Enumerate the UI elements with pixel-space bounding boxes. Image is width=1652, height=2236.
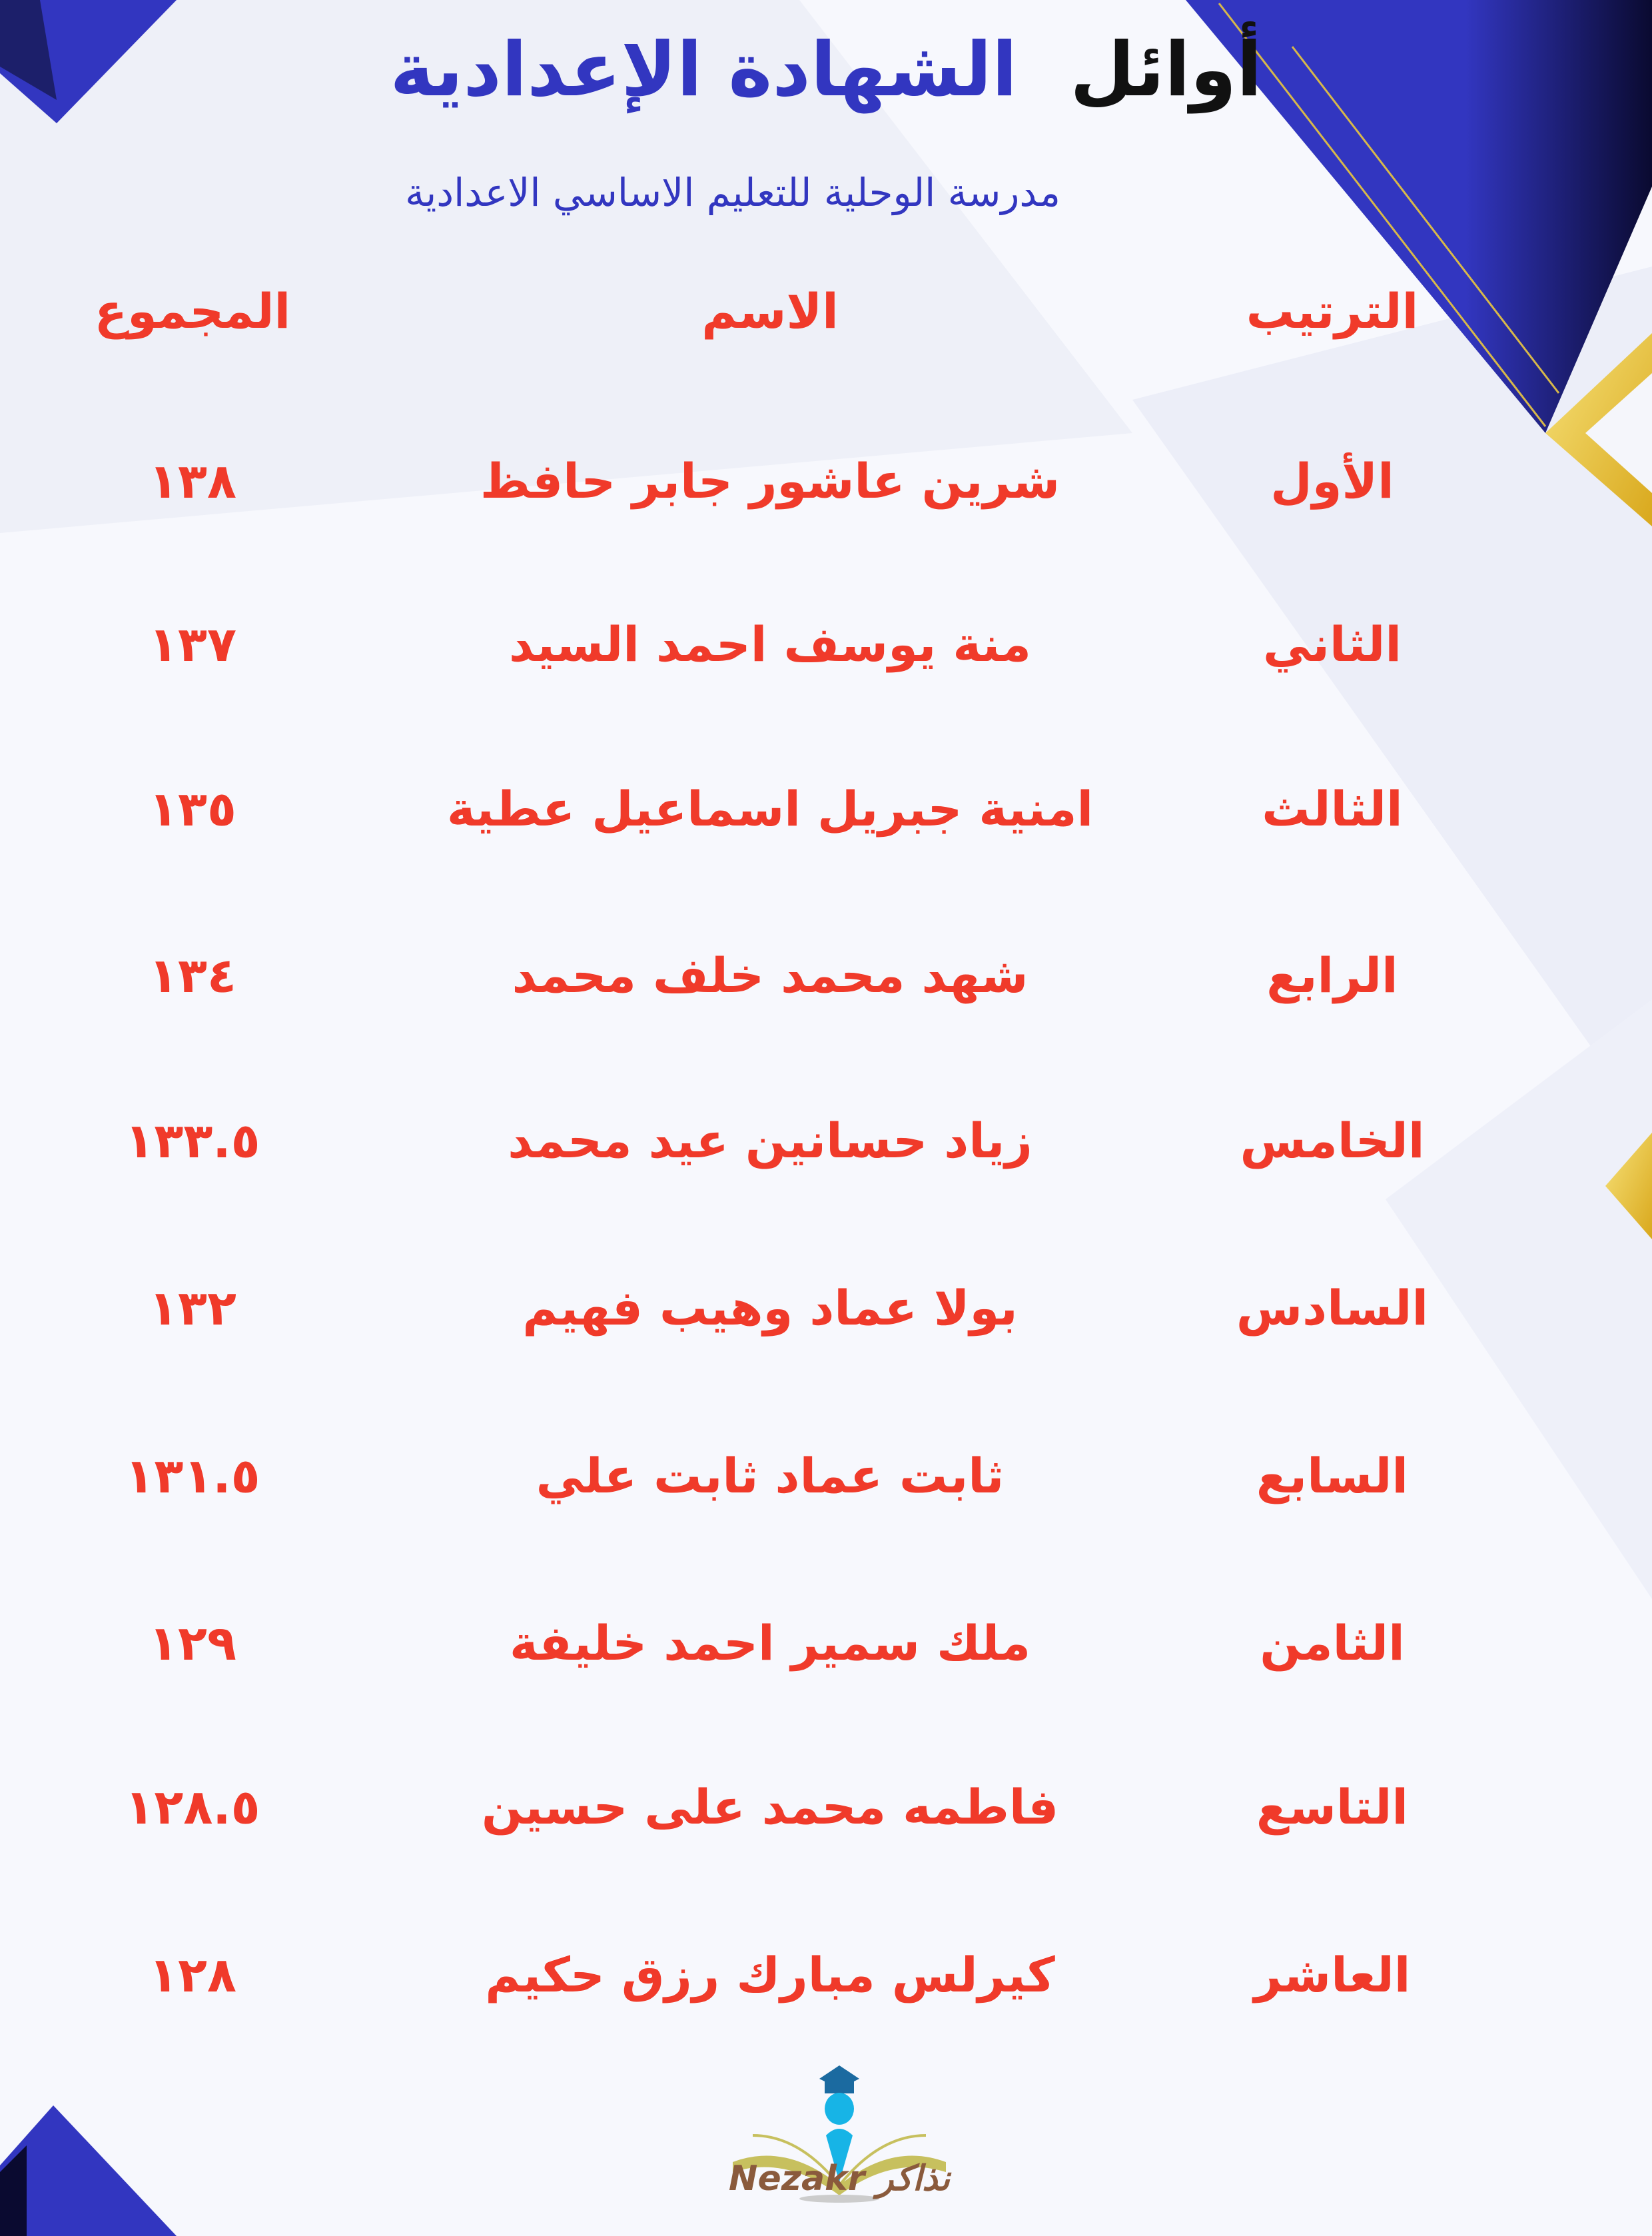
column-header-name: الاسم [701, 283, 839, 339]
row-2-name: منة يوسف احمد السيد [509, 616, 1031, 672]
row-1-total: ١٣٨ [149, 453, 236, 509]
row-5-total: ١٣٣.٥ [125, 1113, 260, 1169]
page-title: أوائل الشهادة الإعدادية [0, 27, 1652, 113]
column-header-rank: الترتيب [1246, 283, 1419, 339]
row-4-rank: الرابع [1266, 947, 1398, 1003]
row-2-total: ١٣٧ [149, 616, 236, 672]
row-1-name: شرين عاشور جابر حافظ [480, 453, 1060, 509]
column-header-total: المجموع [94, 283, 291, 339]
row-8-rank: الثامن [1260, 1615, 1405, 1671]
logo-text: Nezakr نذاكر [728, 2159, 951, 2199]
row-10-total: ١٢٨ [149, 1947, 236, 2003]
row-1-rank: الأول [1270, 453, 1394, 509]
row-4-name: شهد محمد خلف محمد [512, 947, 1029, 1003]
title-part2: الشهادة الإعدادية [390, 27, 1018, 113]
row-8-name: ملك سمير احمد خليفة [509, 1615, 1031, 1671]
row-6-name: بولا عماد وهيب فهيم [522, 1280, 1018, 1336]
row-5-rank: الخامس [1240, 1113, 1425, 1169]
row-9-rank: التاسع [1256, 1779, 1409, 1835]
nezakr-logo [733, 2065, 946, 2203]
title-part1: أوائل [1070, 27, 1262, 113]
row-10-rank: العاشر [1254, 1947, 1411, 2003]
row-4-total: ١٣٤ [149, 947, 236, 1003]
row-7-name: ثابت عماد ثابت علي [536, 1448, 1005, 1504]
row-6-rank: السادس [1236, 1280, 1429, 1336]
row-8-total: ١٢٩ [149, 1615, 236, 1671]
row-10-name: كيرلس مبارك رزق حكيم [485, 1947, 1055, 2003]
row-6-total: ١٣٢ [149, 1280, 236, 1336]
school-name: مدرسة الوحلية للتعليم الاساسي الاعدادية [405, 170, 1060, 215]
row-5-name: زياد حسانين عيد محمد [508, 1113, 1032, 1169]
row-3-total: ١٣٥ [149, 781, 236, 837]
row-3-name: امنية جبريل اسماعيل عطية [446, 781, 1094, 837]
row-3-rank: الثالث [1262, 781, 1403, 837]
row-2-rank: الثاني [1262, 616, 1402, 672]
row-9-name: فاطمه محمد على حسين [481, 1779, 1059, 1835]
row-7-total: ١٣١.٥ [125, 1448, 260, 1504]
row-7-rank: السابع [1256, 1448, 1409, 1504]
row-9-total: ١٢٨.٥ [125, 1779, 260, 1835]
